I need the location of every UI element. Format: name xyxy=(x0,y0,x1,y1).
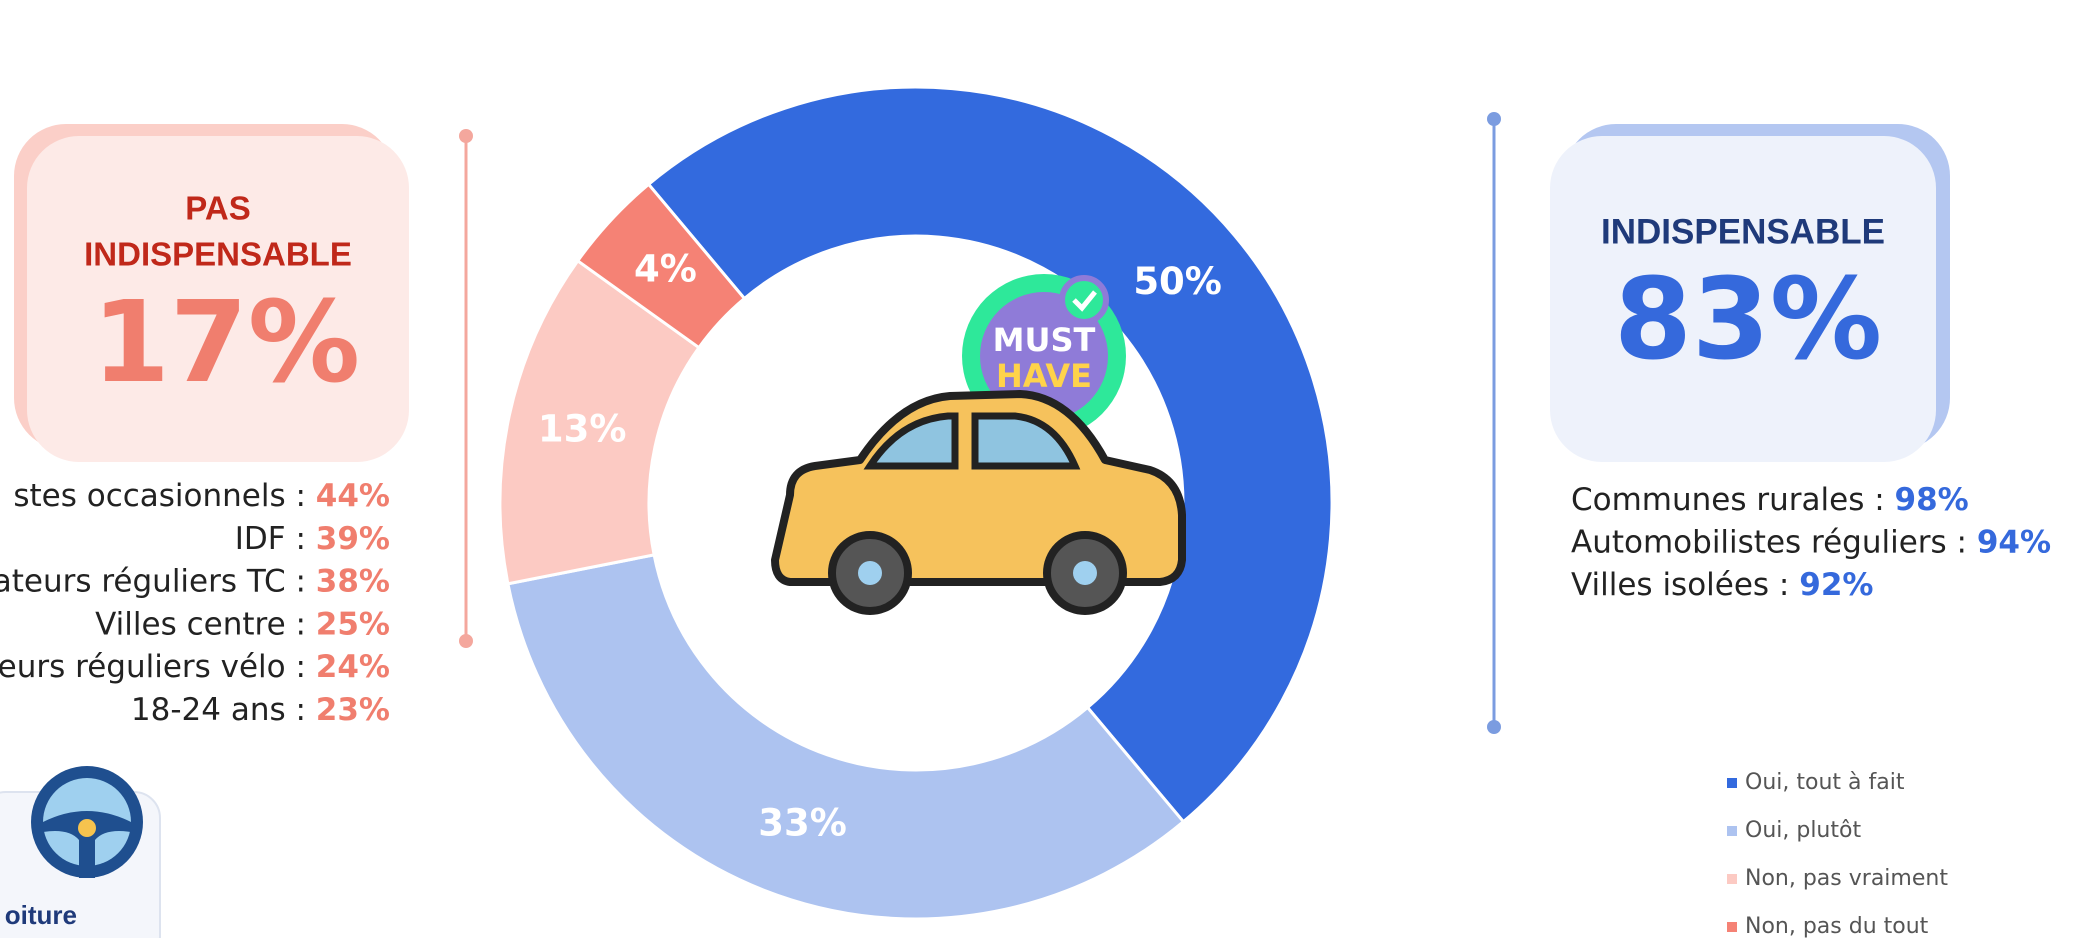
stat-label: ateurs réguliers TC : xyxy=(0,563,306,599)
donut-slice xyxy=(506,553,1186,921)
badge-check xyxy=(1072,290,1097,312)
legend-label: Non, pas vraiment xyxy=(1745,866,1948,891)
stat-item: Villes centre : 25% xyxy=(95,606,390,642)
data-label: 33% xyxy=(758,802,847,845)
corner-label: oiture xyxy=(5,900,77,930)
stat-item: 18-24 ans : 23% xyxy=(131,692,390,728)
stat-item: stes occasionnels : 44% xyxy=(13,478,390,514)
stat-value: 25% xyxy=(316,606,390,642)
divider-dot xyxy=(1487,112,1501,126)
legend: Oui, tout à fait Oui, plutôt Non, pas vrai… xyxy=(1727,770,1948,938)
stat-label: Communes rurales : xyxy=(1571,482,1885,518)
legend-label: Non, pas du tout xyxy=(1745,914,1929,938)
stat-value: 23% xyxy=(316,692,390,728)
donut-slice xyxy=(575,182,747,350)
stat-item: Communes rurales : 98% xyxy=(1571,482,1969,518)
card-title: INDISPENSABLE xyxy=(84,236,352,273)
car-wheel xyxy=(1073,561,1097,585)
stat-label: eurs réguliers vélo : xyxy=(0,649,306,685)
donut-chart: 50% 33% 13% 4% xyxy=(498,85,1334,921)
legend-swatch xyxy=(1727,922,1737,932)
card xyxy=(1550,136,1936,462)
legend-swatch xyxy=(1727,778,1737,788)
badge-check xyxy=(1059,275,1109,325)
stat-item: ateurs réguliers TC : 38% xyxy=(0,563,390,599)
stat-value: 94% xyxy=(1977,524,2051,560)
data-label: 4% xyxy=(634,247,697,290)
stat-label: stes occasionnels : xyxy=(13,478,306,514)
stat-value: 98% xyxy=(1895,482,1969,518)
data-label: 13% xyxy=(538,407,627,450)
car-icon: MUST HAVE xyxy=(771,274,1186,615)
stat-label: Villes isolées : xyxy=(1571,567,1789,603)
stat-item: Villes isolées : 92% xyxy=(1571,567,1873,603)
card-value: 83% xyxy=(1614,255,1882,385)
card-title: INDISPENSABLE xyxy=(1601,212,1885,251)
badge xyxy=(980,292,1108,420)
stat-label: Automobilistes réguliers : xyxy=(1571,524,1967,560)
divider-dot xyxy=(1487,720,1501,734)
stat-label: Villes centre : xyxy=(95,606,306,642)
legend-swatch xyxy=(1727,874,1737,884)
stat-value: 24% xyxy=(316,649,390,685)
stat-item: eurs réguliers vélo : 24% xyxy=(0,649,390,685)
data-label: 50% xyxy=(1133,260,1222,303)
car-window xyxy=(863,412,959,470)
car-wheel xyxy=(858,561,882,585)
legend-label: Oui, tout à fait xyxy=(1745,770,1905,795)
stat-item: Automobilistes réguliers : 94% xyxy=(1571,524,2051,560)
badge-text: HAVE xyxy=(996,357,1092,395)
stat-list: stes occasionnels : 44% IDF : 39% ateurs r… xyxy=(0,478,390,728)
stat-label: IDF : xyxy=(235,520,306,556)
stat-item: IDF : 39% xyxy=(235,520,390,556)
stat-list: Communes rurales : 98% Automobilistes rég… xyxy=(1571,482,2051,603)
donut-slice xyxy=(646,85,1334,824)
card xyxy=(27,136,409,462)
stat-label: 18-24 ans : xyxy=(131,692,306,728)
stat-value: 39% xyxy=(316,520,390,556)
badge-text: MUST xyxy=(993,321,1096,359)
stat-value: 92% xyxy=(1799,567,1873,603)
divider-dot xyxy=(459,634,473,648)
legend-swatch xyxy=(1727,826,1737,836)
card-title: PAS xyxy=(185,190,250,227)
wheel-icon xyxy=(78,819,96,837)
legend-label: Oui, plutôt xyxy=(1745,818,1861,843)
card-value: 17% xyxy=(92,278,360,408)
car-window xyxy=(971,412,1081,470)
stat-value: 44% xyxy=(316,478,390,514)
divider-dot xyxy=(459,129,473,143)
wheel-icon xyxy=(43,811,131,878)
stat-value: 38% xyxy=(316,563,390,599)
